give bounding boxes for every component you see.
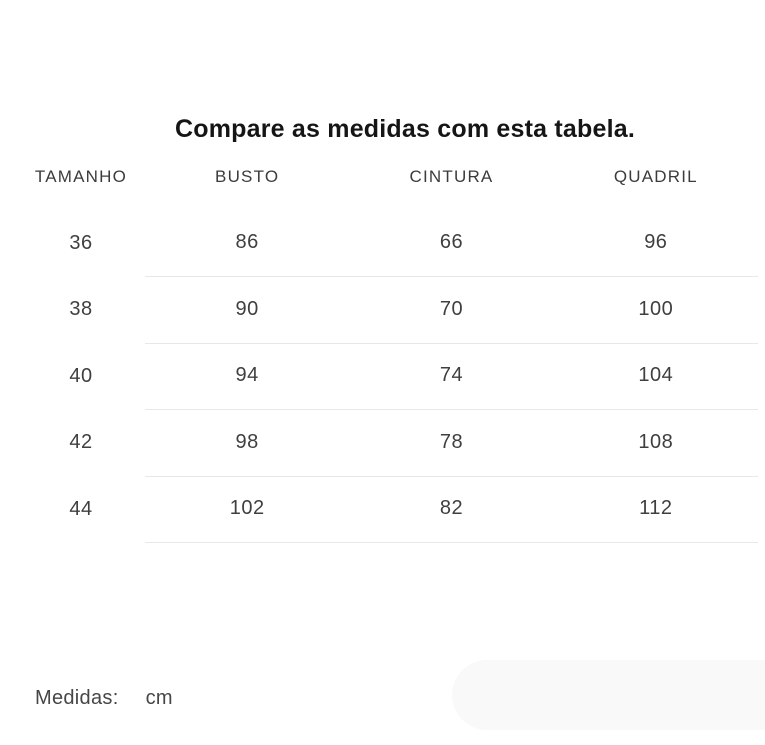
row-values-group: 98 78 108 [145, 409, 758, 477]
busto-cell: 94 [235, 364, 259, 387]
row-values-group: 94 74 104 [145, 343, 758, 410]
busto-cell: 102 [229, 497, 265, 520]
measurements-footer: Medidas: cm [35, 687, 173, 710]
cintura-cell: 70 [439, 297, 464, 320]
quadril-cell: 96 [644, 231, 668, 254]
decorative-pill-shape [452, 660, 765, 730]
cintura-cell: 82 [439, 497, 464, 520]
cintura-cell: 78 [439, 430, 464, 453]
size-cell: 44 [69, 497, 93, 520]
quadril-cell: 100 [638, 297, 674, 320]
measure-label: Medidas: [35, 687, 119, 709]
page-title: Compare as medidas com esta tabela. [175, 115, 635, 143]
column-header-cintura: CINTURA [409, 167, 494, 186]
table-row: 44 102 82 112 [0, 476, 765, 543]
size-cell: 36 [69, 231, 93, 254]
quadril-cell: 108 [638, 430, 674, 453]
busto-cell: 86 [235, 231, 259, 254]
size-chart-table: TAMANHO BUSTO CINTURA QUADRIL 36 86 66 9… [0, 144, 765, 543]
row-values-group: 102 82 112 [145, 476, 758, 543]
table-row: 42 98 78 108 [0, 410, 765, 477]
row-values-group: 86 66 96 [145, 210, 758, 277]
table-row: 40 94 74 104 [0, 343, 765, 410]
busto-cell: 98 [235, 430, 259, 453]
table-row: 36 86 66 96 [0, 210, 765, 277]
busto-cell: 90 [235, 297, 259, 320]
measure-unit: cm [145, 687, 173, 709]
cintura-cell: 74 [439, 364, 464, 387]
quadril-cell: 104 [638, 364, 674, 387]
size-cell: 42 [69, 431, 93, 454]
size-cell: 40 [69, 364, 93, 387]
table-row: 38 90 70 100 [0, 277, 765, 344]
size-cell: 38 [69, 298, 93, 321]
row-values-group: 90 70 100 [145, 276, 758, 344]
cintura-cell: 66 [439, 231, 464, 254]
quadril-cell: 112 [639, 497, 673, 520]
column-header-tamanho: TAMANHO [34, 167, 128, 186]
column-header-quadril: QUADRIL [613, 167, 698, 186]
column-header-busto: BUSTO [215, 167, 280, 186]
table-header-row: TAMANHO BUSTO CINTURA QUADRIL [0, 144, 765, 210]
header-values-group: BUSTO CINTURA QUADRIL [145, 144, 758, 210]
